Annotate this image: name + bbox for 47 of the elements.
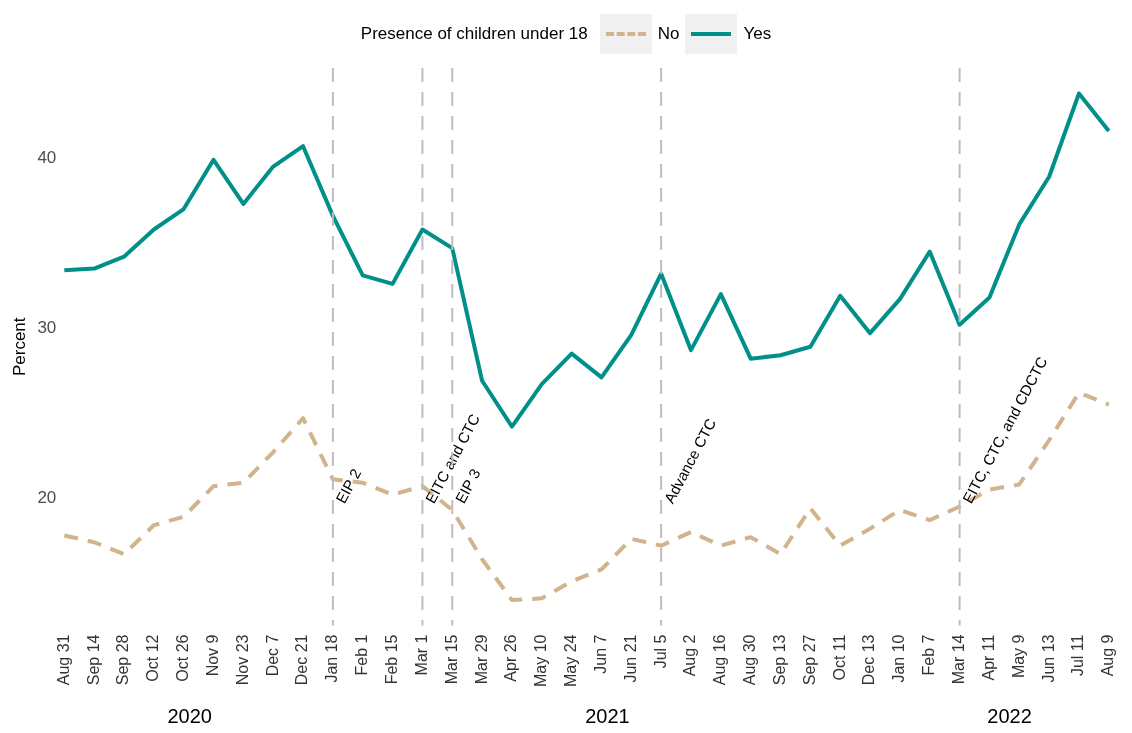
y-tick-label: 30 — [37, 317, 57, 337]
text: 2020 — [167, 705, 212, 727]
x-tick-label: Dec 7 — [263, 634, 281, 677]
x-tick-label: Aug 2 — [681, 634, 699, 677]
x-tick-label: Jan 18 — [323, 634, 341, 683]
x-tick-label: Nov 23 — [233, 634, 251, 686]
x-tick-label: Mar 29 — [472, 634, 490, 685]
x-tick-label: Sep 14 — [84, 634, 102, 686]
x-tick-label: Sep 28 — [114, 634, 132, 686]
x-tick-label: Feb 1 — [353, 634, 371, 676]
x-tick-label: Dec 13 — [860, 634, 878, 686]
x-tick-label: Aug 30 — [741, 634, 759, 686]
legend-label: Yes — [743, 24, 772, 44]
x-tick-label: Jan 10 — [890, 634, 908, 683]
text: 2022 — [987, 705, 1032, 727]
x-tick-label: Jul 11 — [1069, 634, 1087, 677]
x-tick-label: Oct 26 — [174, 634, 192, 682]
x-tick-label: Aug 31 — [54, 634, 72, 686]
x-tick-label: Feb 7 — [920, 634, 938, 676]
x-tick-label: Nov 9 — [203, 634, 221, 677]
x-tick-label: Aug 9 — [1099, 634, 1117, 677]
x-tick-label: Jul 5 — [651, 634, 669, 669]
x-tick-label: Oct 12 — [144, 634, 162, 682]
x-tick-label: Apr 11 — [979, 634, 997, 681]
x-tick-label: Oct 11 — [830, 634, 848, 681]
x-tick-label: Sep 13 — [770, 634, 788, 686]
x-tick-label: May 9 — [1009, 634, 1027, 679]
x-tick-label: Mar 14 — [949, 634, 967, 685]
x-tick-label: Dec 21 — [293, 634, 311, 686]
x-tick-label: Apr 26 — [502, 634, 520, 682]
x-tick-label: May 24 — [562, 634, 580, 687]
y-tick-label: 40 — [37, 147, 57, 167]
y-axis-title: Percent — [9, 317, 29, 377]
legend-label: No — [657, 24, 680, 44]
text: 2021 — [585, 705, 630, 727]
x-tick-label: Jun 7 — [591, 634, 609, 674]
ref-line-label: EIP 2 — [332, 465, 365, 506]
x-tick-label: Mar 1 — [412, 634, 430, 676]
x-tick-label: May 10 — [532, 634, 550, 687]
x-tick-label: Sep 27 — [800, 634, 818, 686]
x-tick-label: Jun 13 — [1039, 634, 1057, 683]
x-tick-label: Aug 16 — [711, 634, 729, 686]
x-tick-label: Jun 21 — [621, 634, 639, 683]
legend-title: Presence of children under 18 — [360, 24, 588, 44]
y-tick-label: 20 — [37, 487, 57, 507]
x-tick-label: Mar 15 — [442, 634, 460, 685]
x-tick-label: Feb 15 — [382, 634, 400, 685]
